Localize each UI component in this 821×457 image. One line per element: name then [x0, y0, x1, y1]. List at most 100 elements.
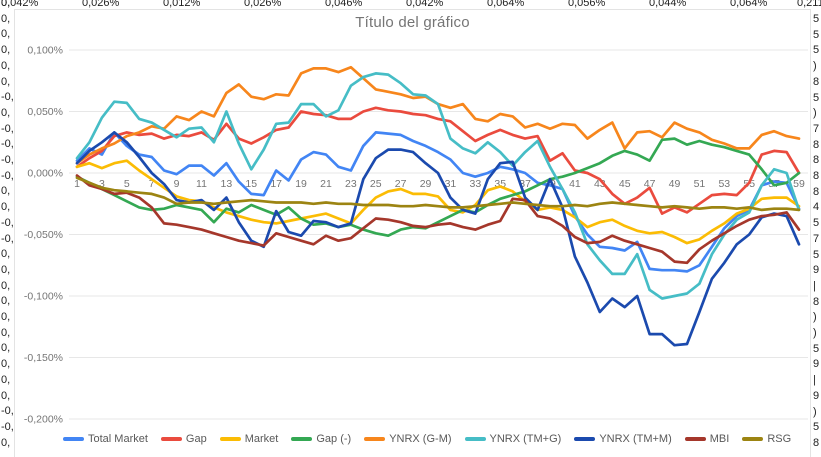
x-axis-label[interactable]: 53 — [718, 178, 730, 190]
y-axis-label[interactable]: -0,150% — [24, 352, 63, 364]
x-axis-label[interactable]: 45 — [619, 178, 631, 190]
right-cell-fragment: ) — [813, 327, 817, 339]
right-cell-fragment: 8 — [813, 170, 820, 182]
right-cell-fragment: 5 — [813, 248, 820, 261]
y-axis-label[interactable]: 0,050% — [27, 106, 63, 118]
top-cell-label: 0,056% — [568, 0, 606, 9]
x-axis-label[interactable]: 23 — [345, 178, 357, 190]
legend-item-rsg[interactable]: RSG — [742, 433, 791, 445]
y-axis-label[interactable]: -0,050% — [24, 229, 63, 241]
legend-item-ynrx-tm-g[interactable]: YNRX (TM+G) — [464, 433, 561, 445]
right-cell-fragment: 8 — [813, 295, 820, 308]
x-axis-label[interactable]: 59 — [793, 178, 805, 190]
x-axis-label[interactable]: 1 — [74, 178, 80, 190]
legend-item-total-market[interactable]: Total Market — [63, 433, 148, 445]
right-cell-fragment: 5 — [813, 421, 820, 434]
right-cell-fragment: | — [813, 374, 816, 387]
right-cell-fragment: 9 — [813, 264, 820, 277]
x-axis-label[interactable]: 5 — [124, 178, 130, 190]
series-line-mbi[interactable] — [75, 174, 801, 265]
left-cell-label: -0, — [1, 232, 14, 245]
x-axis-label[interactable]: 49 — [669, 178, 681, 190]
x-axis-label[interactable]: 17 — [270, 178, 282, 190]
right-cell-fragment: 8 — [813, 185, 820, 198]
legend-label: YNRX (G-M) — [389, 433, 452, 445]
right-cell-fragment: 9 — [813, 389, 820, 402]
top-cell-label: 0,211 — [797, 0, 821, 9]
chart-object[interactable]: Título del gráfico 0,100% 0,050% 0,000% -0,… — [14, 9, 811, 457]
x-axis-label[interactable]: 27 — [395, 178, 407, 190]
left-cell-label: 0, — [1, 342, 11, 355]
series-line-ynrx-g-m[interactable] — [75, 65, 801, 165]
plot-area[interactable]: 0,100% 0,050% 0,000% -0,050% -0,100% -0,150% -… — [15, 10, 810, 457]
top-cell-label: 0,064% — [487, 0, 525, 9]
left-cell-label: -0, — [1, 91, 14, 104]
y-axis-label[interactable]: -0,100% — [24, 291, 63, 303]
legend-label: RSG — [767, 433, 792, 445]
x-axis-label[interactable]: 35 — [494, 178, 506, 190]
x-axis-label[interactable]: 19 — [295, 178, 307, 190]
legend-item-market[interactable]: Market — [219, 433, 279, 445]
left-cell-label: 0, — [1, 28, 11, 41]
left-cell-label: 0, — [1, 12, 11, 25]
series-line-ynrx-tm-g[interactable] — [75, 72, 801, 300]
left-cell-label: -0, — [1, 154, 14, 166]
legend-item-mbi[interactable]: MBI — [684, 433, 729, 445]
left-cell-label: 0, — [1, 201, 11, 214]
series-line-ynrx-tm-m[interactable] — [75, 131, 801, 347]
x-axis-label[interactable]: 51 — [694, 178, 706, 190]
left-cell-label: -0, — [1, 138, 14, 151]
legend-item-gap[interactable]: Gap (-) — [291, 433, 351, 445]
right-cell-fragment: 4 — [813, 201, 820, 214]
x-axis-label[interactable]: 9 — [174, 178, 180, 190]
left-cell-label: 0, — [1, 295, 11, 308]
top-cell-label: 0,012% — [163, 0, 201, 9]
left-cell-label: 0, — [1, 106, 11, 119]
x-axis-label[interactable]: 13 — [221, 178, 233, 190]
right-cell-fragment: 7 — [813, 122, 820, 135]
right-cell-fragment: ) — [813, 405, 817, 418]
x-axis-label[interactable]: 31 — [445, 178, 457, 190]
legend-item-gap[interactable]: Gap — [160, 433, 207, 445]
series-line-rsg[interactable] — [75, 176, 801, 212]
chart-title[interactable]: Título del gráfico — [355, 14, 470, 31]
left-cell-label: 0, — [1, 248, 11, 261]
x-axis-label[interactable]: 25 — [370, 178, 382, 190]
left-cell-label: -0, — [1, 122, 14, 135]
x-axis-label[interactable]: 15 — [245, 178, 257, 190]
x-axis-label[interactable]: 11 — [196, 178, 207, 190]
x-axis-label[interactable]: 41 — [569, 178, 581, 190]
right-cell-fragment: ) — [813, 60, 817, 73]
legend-item-ynrx-tm-m[interactable]: YNRX (TM+M) — [574, 433, 672, 445]
legend-item-ynrx-g-m[interactable]: YNRX (G-M) — [364, 433, 452, 445]
x-axis-label[interactable]: 37 — [519, 178, 531, 190]
right-cell-fragment: 5 — [813, 217, 820, 230]
right-cell-fragment: ) — [813, 107, 817, 120]
legend-label: Market — [244, 433, 279, 445]
right-cell-fragment: 8 — [813, 436, 820, 449]
x-axis-label[interactable]: 29 — [420, 178, 432, 190]
y-axis-label[interactable]: 0,100% — [27, 45, 63, 57]
x-axis-label[interactable]: 3 — [99, 178, 105, 190]
y-axis-label[interactable]: 0,000% — [27, 168, 63, 180]
series-line-total-market[interactable] — [75, 131, 801, 273]
x-axis-label[interactable]: 7 — [149, 178, 155, 190]
chart-legend[interactable]: Total Market Gap Market Gap (-) YNRX (G-M) YN… — [63, 430, 791, 448]
y-axis-label[interactable]: -0,200% — [24, 414, 63, 426]
legend-swatch-ynrx-g-m — [364, 437, 386, 441]
right-cell-fragment: 9 — [813, 358, 820, 371]
series-line-gap[interactable] — [75, 106, 801, 215]
left-cell-label: 0, — [1, 263, 11, 276]
x-axis-label[interactable]: 43 — [594, 178, 606, 190]
x-axis-label[interactable]: 33 — [470, 178, 482, 190]
top-cell-label: 0,026% — [82, 0, 120, 9]
x-axis-label[interactable]: 47 — [644, 178, 656, 190]
x-axis-label[interactable]: 21 — [320, 178, 332, 190]
legend-swatch-market — [219, 437, 241, 441]
top-cell-label: 0,042% — [1, 0, 39, 9]
left-cell-label: -0, — [1, 405, 14, 418]
legend-swatch-rsg — [742, 437, 764, 441]
series-line-gap[interactable] — [75, 137, 801, 238]
